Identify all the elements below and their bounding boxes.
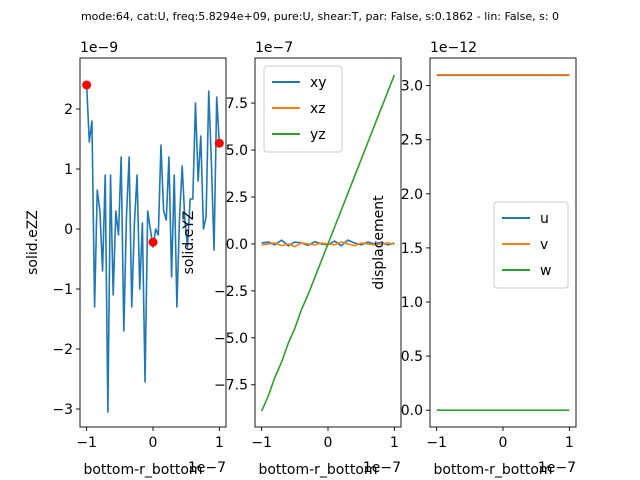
x-tick-label: 1 <box>215 435 224 451</box>
legend: xy xz yz <box>263 65 343 153</box>
x-axis-label: bottom-r_bottom <box>83 462 202 478</box>
marker-point <box>82 80 92 90</box>
plot-area <box>260 74 396 412</box>
series-line-0 <box>85 84 221 413</box>
y-tick-label: 2 <box>64 102 73 118</box>
y-tick-label: 7.5 <box>226 96 248 112</box>
y-offset-label: 1e−7 <box>255 40 293 56</box>
y-tick-label: 5.0 <box>226 143 248 159</box>
y-tick-label: 0.5 <box>401 349 423 365</box>
panel-eyz: −1 0 1−7.5−5.0−2.50.02.55.07.51e−71e−7bott… <box>181 40 402 478</box>
y-tick-label: −2 <box>52 342 73 358</box>
y-axis-label: solid.eYZ <box>181 211 197 275</box>
legend: uvw <box>493 201 569 289</box>
y-tick-label: 0 <box>64 222 73 238</box>
y-axis-label: solid.eZZ <box>25 210 41 275</box>
legend-label: yz <box>310 127 326 143</box>
y-tick-label: −3 <box>52 402 73 418</box>
y-tick-label: −2.5 <box>214 284 248 300</box>
plot-area <box>85 84 221 413</box>
x-axis-label: bottom-r_bottom <box>258 462 377 478</box>
y-tick-label: 1.0 <box>401 295 423 311</box>
y-offset-label: 1e−9 <box>80 40 118 56</box>
x-offset-label: 1e−7 <box>188 460 226 476</box>
y-tick-label: −5.0 <box>214 331 248 347</box>
y-axis-label: displacement <box>371 195 387 290</box>
panel-displacement: −1 0 10.00.51.01.52.02.53.01e−121e−7bottom… <box>371 40 577 478</box>
y-tick-label: −1 <box>52 282 73 298</box>
series-line-yz <box>260 74 396 412</box>
legend-label: w <box>540 263 551 279</box>
figure-suptitle: mode:64, cat:U, freq:5.8294e+09, pure:U,… <box>81 10 559 23</box>
x-offset-label: 1e−7 <box>363 460 401 476</box>
x-axis-label: bottom-r_bottom <box>433 462 552 478</box>
x-tick-label: 1 <box>565 435 574 451</box>
x-offset-label: 1e−7 <box>538 460 576 476</box>
legend-box <box>263 65 343 153</box>
legend-label: u <box>540 211 549 227</box>
legend-label: xy <box>310 75 327 91</box>
y-offset-label: 1e−12 <box>430 40 477 56</box>
y-tick-label: 3.0 <box>401 79 423 95</box>
x-tick-label: −1 <box>426 435 447 451</box>
x-tick-label: 0 <box>324 435 333 451</box>
legend-label: xz <box>310 101 326 117</box>
marker-point <box>214 138 224 148</box>
y-tick-label: 2.5 <box>401 133 423 149</box>
x-tick-label: 0 <box>499 435 508 451</box>
marker-point <box>148 237 158 247</box>
legend-label: v <box>540 237 548 253</box>
y-tick-label: 2.5 <box>226 190 248 206</box>
x-tick-label: −1 <box>251 435 272 451</box>
x-tick-label: 0 <box>149 435 158 451</box>
y-tick-label: 1 <box>64 162 73 178</box>
x-tick-label: −1 <box>76 435 97 451</box>
x-tick-label: 1 <box>390 435 399 451</box>
y-tick-label: 2.0 <box>401 187 423 203</box>
y-tick-label: −7.5 <box>214 378 248 394</box>
y-tick-label: 0.0 <box>401 403 423 419</box>
y-tick-label: 0.0 <box>226 237 248 253</box>
y-tick-label: 1.5 <box>401 241 423 257</box>
legend-box <box>493 201 569 289</box>
plot-area <box>436 73 570 412</box>
